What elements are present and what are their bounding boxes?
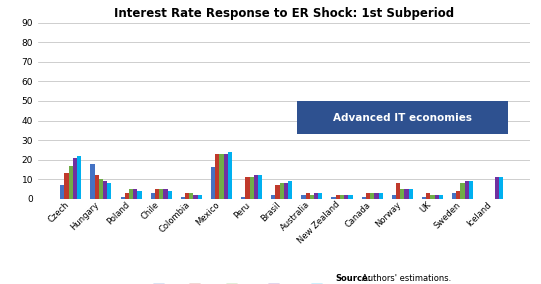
Bar: [426, 193, 430, 199]
Bar: [163, 189, 168, 199]
Bar: [405, 189, 408, 199]
Bar: [220, 154, 223, 199]
Bar: [64, 173, 69, 199]
Bar: [241, 197, 245, 199]
Bar: [107, 183, 111, 199]
Bar: [301, 195, 306, 199]
Bar: [284, 183, 288, 199]
Bar: [318, 193, 322, 199]
Bar: [392, 195, 396, 199]
Bar: [121, 197, 125, 199]
Bar: [159, 189, 163, 199]
Bar: [379, 193, 382, 199]
Bar: [280, 183, 284, 199]
Bar: [400, 189, 405, 199]
Bar: [340, 195, 344, 199]
Bar: [215, 154, 220, 199]
Bar: [155, 189, 159, 199]
Bar: [430, 195, 434, 199]
Bar: [434, 195, 439, 199]
Bar: [254, 175, 258, 199]
Bar: [194, 195, 197, 199]
Bar: [456, 191, 460, 199]
Bar: [336, 195, 340, 199]
Bar: [181, 197, 185, 199]
Bar: [495, 177, 499, 199]
Bar: [288, 181, 292, 199]
Bar: [133, 189, 137, 199]
Bar: [460, 183, 465, 199]
Title: Interest Rate Response to ER Shock: 1st Subperiod: Interest Rate Response to ER Shock: 1st …: [114, 7, 454, 20]
Bar: [396, 183, 400, 199]
Bar: [129, 189, 133, 199]
Bar: [310, 195, 314, 199]
Bar: [150, 193, 155, 199]
Text: Advanced IT economies: Advanced IT economies: [333, 113, 472, 123]
Bar: [452, 193, 456, 199]
Bar: [95, 175, 99, 199]
Bar: [245, 177, 249, 199]
Bar: [69, 166, 73, 199]
Bar: [223, 154, 228, 199]
Text: Source:: Source:: [335, 273, 372, 283]
Bar: [314, 193, 318, 199]
Bar: [258, 175, 262, 199]
Bar: [77, 156, 81, 199]
Bar: [465, 181, 469, 199]
Bar: [306, 193, 310, 199]
Bar: [499, 177, 503, 199]
Bar: [271, 195, 275, 199]
Text: Authors' estimations.: Authors' estimations.: [362, 273, 452, 283]
Bar: [370, 193, 374, 199]
Bar: [189, 193, 194, 199]
Bar: [469, 181, 473, 199]
Bar: [125, 193, 129, 199]
Bar: [422, 197, 426, 199]
Bar: [344, 195, 348, 199]
Bar: [197, 195, 202, 199]
Bar: [90, 164, 95, 199]
Bar: [361, 197, 366, 199]
Bar: [348, 195, 353, 199]
Bar: [103, 181, 107, 199]
Bar: [185, 193, 189, 199]
Bar: [137, 191, 142, 199]
Bar: [73, 158, 77, 199]
Bar: [332, 197, 336, 199]
FancyBboxPatch shape: [297, 101, 508, 134]
Bar: [228, 152, 232, 199]
Bar: [366, 193, 370, 199]
Bar: [249, 177, 254, 199]
Bar: [275, 185, 280, 199]
Bar: [408, 189, 413, 199]
Bar: [374, 193, 379, 199]
Legend: 1st, 6th, 12th, 18th, 24th: 1st, 6th, 12th, 18th, 24th: [150, 280, 349, 284]
Bar: [211, 168, 215, 199]
Bar: [439, 195, 443, 199]
Bar: [168, 191, 171, 199]
Bar: [60, 185, 64, 199]
Bar: [99, 179, 103, 199]
